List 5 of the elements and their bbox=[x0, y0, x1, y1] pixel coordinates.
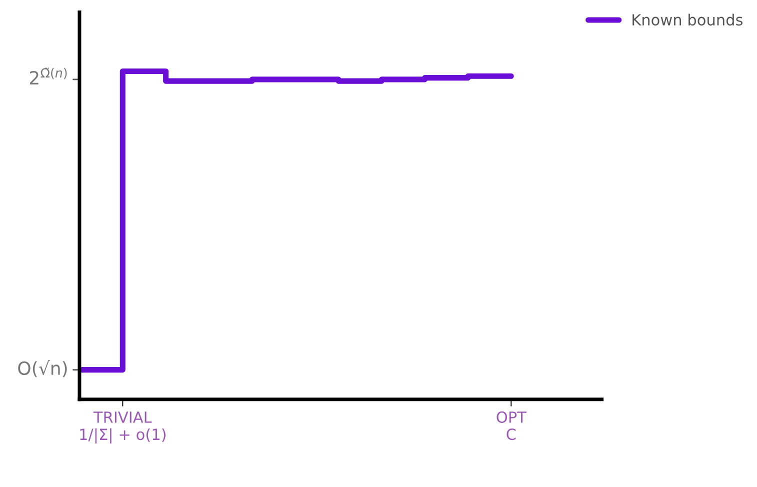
text: O(√n) bbox=[18, 360, 67, 378]
x-tick-label: OPT C bbox=[496, 411, 526, 440]
text: 2$^{Ω̃(n)}$ bbox=[30, 68, 67, 84]
legend-label: Known bounds bbox=[632, 14, 743, 26]
x-tick-label: TRIVIAL 1/|Σ| + o(1) bbox=[80, 412, 166, 444]
